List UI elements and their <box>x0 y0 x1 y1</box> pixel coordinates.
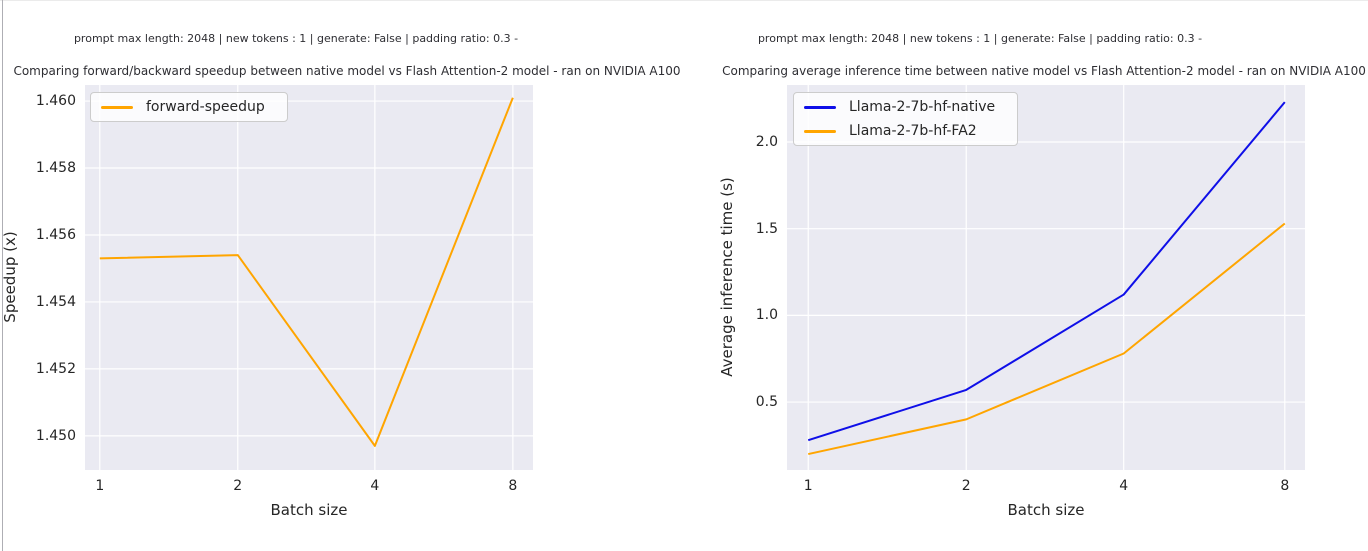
x-tick-label: 4 <box>1119 478 1129 494</box>
y-tick-label: 1.450 <box>35 427 76 444</box>
x-tick-label: 2 <box>233 478 243 494</box>
y-tick-label: 1.456 <box>35 226 76 243</box>
x-axis-label: Batch size <box>1007 501 1085 519</box>
chart-title: Comparing average inference time between… <box>722 64 1366 78</box>
y-tick-label: 1.0 <box>755 307 778 324</box>
y-tick-label: 1.5 <box>755 220 778 237</box>
legend-line-sample <box>101 105 133 109</box>
legend-label: Llama-2-7b-hf-FA2 <box>849 123 977 139</box>
x-tick-label: 4 <box>370 478 380 494</box>
y-tick-label: 1.460 <box>35 93 76 110</box>
x-tick-label: 8 <box>1280 478 1290 494</box>
x-tick-label: 1 <box>803 478 813 494</box>
x-tick-label: 2 <box>961 478 971 494</box>
window-left-border <box>2 0 3 551</box>
y-axis-label: Average inference time (s) <box>718 177 736 377</box>
legend-box: Llama-2-7b-hf-native Llama-2-7b-hf-FA2 <box>793 92 1018 146</box>
chart-suptitle: prompt max length: 2048 | new tokens : 1… <box>73 32 519 45</box>
legend-label: Llama-2-7b-hf-native <box>849 99 996 115</box>
x-tick-label: 1 <box>95 478 105 494</box>
chart-title: Comparing forward/backward speedup betwe… <box>13 64 681 78</box>
legend-item: Llama-2-7b-hf-native <box>794 95 1017 119</box>
y-tick-label: 1.458 <box>35 160 76 177</box>
legend-item: Llama-2-7b-hf-FA2 <box>794 119 1017 143</box>
chart-suptitle: prompt max length: 2048 | new tokens : 1… <box>757 32 1203 45</box>
y-tick-label: 2.0 <box>755 134 778 151</box>
window-top-border <box>0 0 1368 1</box>
legend-line-sample <box>804 129 836 133</box>
y-tick-label: 0.5 <box>755 394 778 411</box>
x-tick-label: 8 <box>508 478 518 494</box>
legend-box: forward-speedup <box>90 92 288 122</box>
legend-item: forward-speedup <box>91 95 287 119</box>
x-axis-label: Batch size <box>270 501 348 519</box>
y-tick-label: 1.452 <box>35 360 76 377</box>
legend-line-sample <box>804 105 836 109</box>
legend-label: forward-speedup <box>146 99 265 115</box>
y-tick-label: 1.454 <box>35 293 76 310</box>
